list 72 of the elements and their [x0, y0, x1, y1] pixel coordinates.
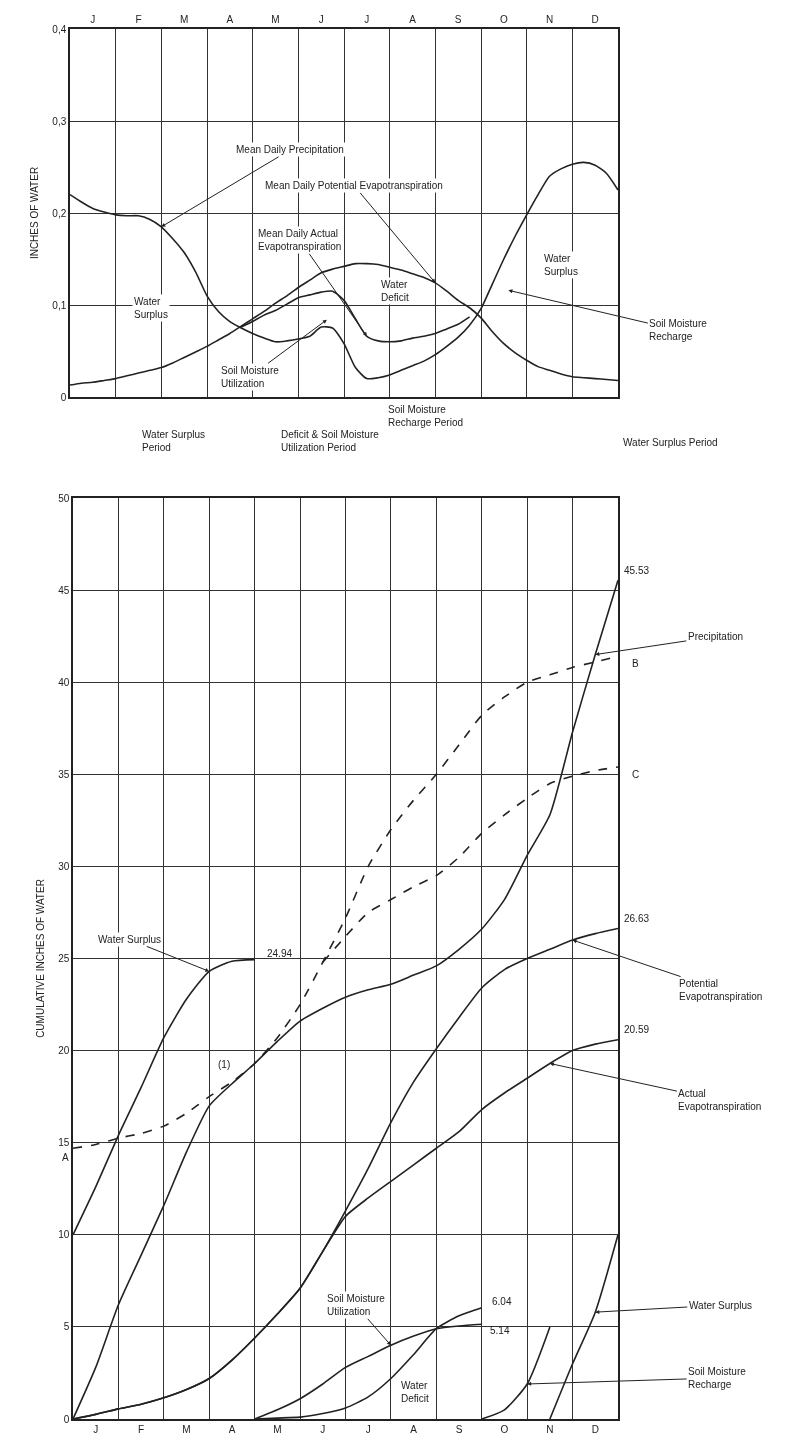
y-tick-label: 0,2 — [52, 207, 67, 219]
text: Mean Daily Potential Evapotranspiration — [265, 180, 443, 191]
y-tick-label: 40 — [58, 676, 70, 688]
data-label: 24.94 — [267, 948, 293, 959]
data-label: 45.53 — [624, 565, 650, 576]
text: Soil Moisture Recharge — [688, 1366, 747, 1390]
y-tick-label: 35 — [58, 768, 70, 780]
y-tick-label: 50 — [58, 492, 70, 504]
x-tick-label: O — [500, 1423, 509, 1435]
annotation: (1) — [218, 1059, 231, 1070]
x-tick-label: J — [364, 14, 370, 26]
x-tick-label: N — [545, 14, 554, 26]
text: Water Surplus Period — [142, 429, 205, 453]
x-tick-label: J — [93, 1423, 99, 1435]
series-label: Water Deficit — [401, 1380, 429, 1404]
data-label: 5.14 — [490, 1325, 510, 1336]
text: Soil Moisture Utilization — [327, 1293, 386, 1317]
text: Precipitation — [688, 631, 744, 642]
annotation: Water Surplus — [134, 296, 168, 320]
y-tick-label: 0 — [60, 391, 67, 403]
text: Potential Evapotranspiration — [679, 978, 763, 1002]
x-tick-label: F — [138, 1423, 145, 1435]
y-tick-label: 30 — [58, 860, 70, 872]
x-tick-label: A — [228, 1423, 236, 1435]
x-tick-label: D — [591, 14, 599, 26]
x-tick-label: J — [365, 1423, 371, 1435]
x-tick-label: S — [454, 14, 462, 26]
data-label: 26.63 — [624, 913, 650, 924]
text: Mean Daily Precipitation — [236, 144, 344, 155]
x-tick-label: M — [180, 14, 189, 26]
data-label: 6.04 — [492, 1296, 512, 1307]
x-tick-label: F — [135, 14, 142, 26]
x-tick-label: M — [182, 1423, 191, 1435]
x-tick-label: D — [591, 1423, 599, 1435]
y-tick-label: 5 — [63, 1321, 70, 1333]
x-tick-label: N — [546, 1423, 554, 1435]
y-tick-label: 20 — [58, 1045, 70, 1057]
series-label: C — [632, 769, 640, 780]
annotation: Soil Moisture Utilization — [221, 365, 280, 389]
x-tick-label: A — [226, 14, 234, 26]
x-tick-label: A — [410, 1423, 418, 1435]
y-tick-label: 0,4 — [52, 23, 67, 35]
y-axis-title: INCHES OF WATER — [28, 166, 40, 260]
y-tick-label: 0,1 — [52, 299, 67, 311]
data-label: 20.59 — [624, 1024, 650, 1035]
y-tick-label: 45 — [58, 584, 70, 596]
text: Deficit & Soil Moisture Utilization Period — [281, 429, 380, 453]
text: Soil Moisture Recharge Period — [388, 404, 464, 428]
x-tick-label: A — [409, 14, 417, 26]
x-tick-label: M — [271, 14, 280, 26]
y-tick-label: 0,3 — [52, 115, 67, 127]
y-tick-label: 25 — [58, 953, 70, 964]
x-tick-label: J — [320, 1423, 326, 1435]
y-tick-label: 15 — [58, 1137, 70, 1149]
text: Water Surplus Period — [623, 437, 718, 448]
x-tick-label: O — [499, 14, 508, 26]
annotation: Water Deficit — [381, 279, 409, 303]
x-tick-label: S — [455, 1423, 463, 1435]
series-label: B — [632, 658, 639, 669]
y-axis-title: CUMULATIVE INCHES OF WATER — [34, 879, 46, 1038]
text: Mean Daily Actual Evapotranspiration — [258, 228, 342, 252]
y-tick-label: 0 — [63, 1413, 70, 1425]
text: Water Surplus — [98, 934, 161, 945]
x-tick-label: M — [273, 1423, 282, 1435]
text: A — [62, 1152, 69, 1163]
x-tick-label: J — [318, 14, 324, 26]
text: Actual Evapotranspiration — [678, 1088, 762, 1112]
x-tick-label: J — [90, 14, 96, 26]
text: Water Surplus — [689, 1300, 752, 1311]
text: Soil Moisture Recharge — [649, 318, 708, 342]
annotation: Water Surplus — [544, 253, 578, 277]
y-tick-label: 10 — [58, 1229, 70, 1241]
